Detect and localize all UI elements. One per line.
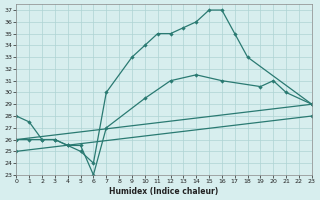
X-axis label: Humidex (Indice chaleur): Humidex (Indice chaleur) (109, 187, 219, 196)
